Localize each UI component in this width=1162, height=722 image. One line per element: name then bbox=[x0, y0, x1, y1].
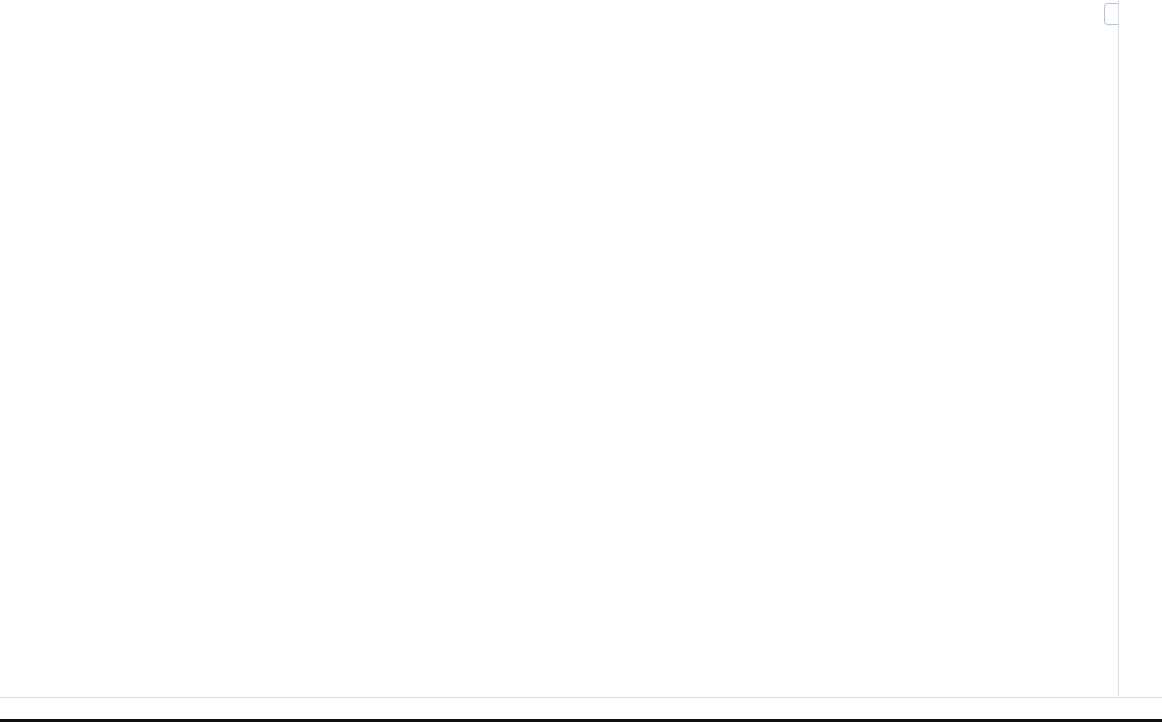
price-axis[interactable] bbox=[1118, 0, 1162, 697]
time-axis[interactable] bbox=[0, 697, 1162, 720]
price-chart[interactable] bbox=[0, 0, 1162, 697]
bottom-edge-bar bbox=[0, 719, 1162, 722]
